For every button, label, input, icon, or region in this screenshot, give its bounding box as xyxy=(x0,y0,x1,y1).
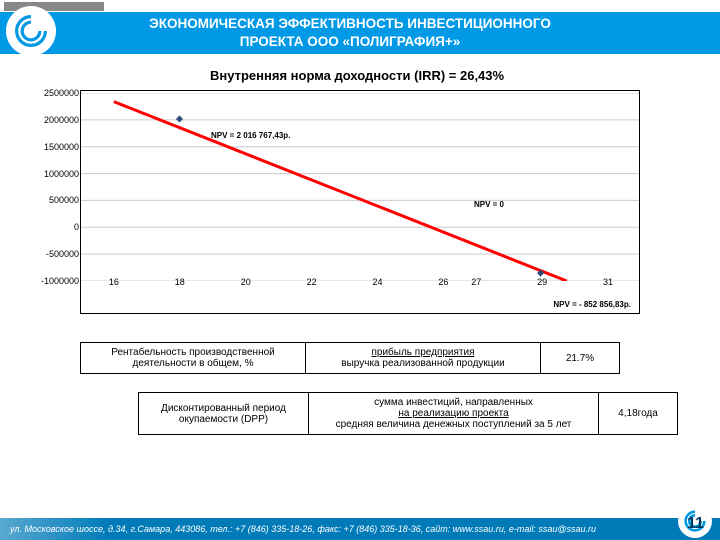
y-tick-label: 0 xyxy=(31,222,79,232)
page-number: 11 xyxy=(687,515,704,533)
t1-col2: прибыль предприятия выручка реализованно… xyxy=(306,343,541,374)
y-tick-label: 2000000 xyxy=(31,115,79,125)
t2-col3: 4,18года xyxy=(599,393,678,435)
ssau-logo-top xyxy=(6,6,56,56)
x-tick-label: 27 xyxy=(471,277,481,287)
npv-label-low: NPV = - 852 856,83р. xyxy=(553,300,631,309)
t2-col2: сумма инвестиций, направленных на реализ… xyxy=(309,393,599,435)
t1-c2-bot: выручка реализованной продукции xyxy=(341,358,504,369)
footer-text: ул. Московское шоссе, д.34, г.Самара, 44… xyxy=(10,524,596,534)
x-tick-label: 18 xyxy=(175,277,185,287)
npv-label-high: NPV = 2 016 767,43р. xyxy=(211,131,290,140)
y-tick-label: -500000 xyxy=(31,249,79,259)
profitability-table: Рентабельность производственной деятельн… xyxy=(80,342,620,374)
t2-c2-l2: на реализацию проекта xyxy=(398,408,508,419)
t2-c2-l1: сумма инвестиций, направленных xyxy=(374,397,533,408)
t2-c2-l3: средняя величина денежных поступлений за… xyxy=(336,419,572,430)
y-tick-label: 1500000 xyxy=(31,142,79,152)
x-tick-label: 24 xyxy=(372,277,382,287)
x-tick-label: 29 xyxy=(537,277,547,287)
t1-c1-l1: Рентабельность производственной xyxy=(111,347,275,358)
t1-col1: Рентабельность производственной деятельн… xyxy=(81,343,306,374)
x-tick-label: 22 xyxy=(307,277,317,287)
t1-c1-l2: деятельности в общем, % xyxy=(133,358,254,369)
y-tick-label: 2500000 xyxy=(31,88,79,98)
t2-col1: Дисконтированный период окупаемости (DPP… xyxy=(139,393,309,435)
irr-label: Внутренняя норма доходности (IRR) = 26,4… xyxy=(210,68,504,83)
plot-area xyxy=(81,93,639,281)
title-line2: ПРОЕКТА ООО «ПОЛИГРАФИЯ+» xyxy=(240,34,461,49)
title-line1: ЭКОНОМИЧЕСКАЯ ЭФФЕКТИВНОСТЬ ИНВЕСТИЦИОНН… xyxy=(149,16,551,31)
y-tick-label: 1000000 xyxy=(31,169,79,179)
npv-label-zero: NPV = 0 xyxy=(474,200,504,209)
header-band: ЭКОНОМИЧЕСКАЯ ЭФФЕКТИВНОСТЬ ИНВЕСТИЦИОНН… xyxy=(0,12,720,54)
chart-svg xyxy=(81,93,639,281)
x-tick-label: 20 xyxy=(241,277,251,287)
page-title: ЭКОНОМИЧЕСКАЯ ЭФФЕКТИВНОСТЬ ИНВЕСТИЦИОНН… xyxy=(149,15,571,50)
npv-chart: -1000000-5000000500000100000015000002000… xyxy=(80,90,640,314)
x-axis-labels: 16 18 20 22 24 26 27 29 31 xyxy=(81,277,639,291)
t2-c1-l2: окупаемости (DPP) xyxy=(179,414,268,425)
t1-col3: 21.7% xyxy=(541,343,620,374)
dpp-table: Дисконтированный период окупаемости (DPP… xyxy=(138,392,678,435)
x-tick-label: 16 xyxy=(109,277,119,287)
x-tick-label: 31 xyxy=(603,277,613,287)
y-axis-labels: -1000000-5000000500000100000015000002000… xyxy=(31,91,79,281)
y-tick-label: 500000 xyxy=(31,195,79,205)
t2-c1-l1: Дисконтированный период xyxy=(161,403,286,414)
footer-bar: ул. Московское шоссе, д.34, г.Самара, 44… xyxy=(0,518,720,540)
y-tick-label: -1000000 xyxy=(31,276,79,286)
t1-c2-top: прибыль предприятия xyxy=(371,347,474,358)
x-tick-label: 26 xyxy=(438,277,448,287)
